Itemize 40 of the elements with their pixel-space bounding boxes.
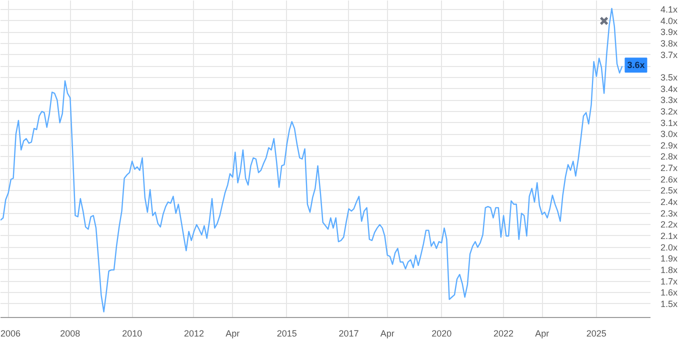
line-series xyxy=(0,8,623,312)
x-tick-label: Apr xyxy=(226,328,240,338)
y-tick-label: 3.1x xyxy=(660,118,678,128)
y-tick-label: 3.8x xyxy=(660,38,678,49)
y-tick-label: 3.3x xyxy=(660,95,678,106)
y-tick-label: 2.1x xyxy=(660,230,678,241)
y-tick-label: 2.3x xyxy=(660,208,678,218)
y-tick-label: 2.6x xyxy=(660,174,678,184)
y-tick-label: 2.5x xyxy=(660,186,678,196)
y-tick-label: 2.7x xyxy=(660,163,678,174)
y-tick-label: 4.1x xyxy=(660,4,678,15)
y-tick-label: 3.7x xyxy=(660,50,678,60)
y-tick-label: 1.6x xyxy=(660,288,678,298)
y-tick-label: 3.4x xyxy=(660,84,678,94)
x-tick-label: 2017 xyxy=(338,328,359,338)
annotation: 3.6x xyxy=(627,60,645,70)
y-tick-label: 3.5x xyxy=(660,72,678,82)
x-tick-label: 2020 xyxy=(432,328,452,338)
x-tick-label: 2012 xyxy=(184,328,204,338)
y-tick-label: 2.2x xyxy=(660,220,678,230)
x-tick-label: Apr xyxy=(535,328,550,338)
x-tick-label: 2025 xyxy=(586,328,606,338)
x-tick-label: 2015 xyxy=(276,328,297,338)
y-tick-label: 1.5x xyxy=(660,298,678,309)
y-tick-label: 4.0x xyxy=(660,16,678,26)
y-tick-label: 1.9x xyxy=(660,254,678,264)
y-tick-label: 2.4x xyxy=(660,197,678,208)
x-tick-label: 2006 xyxy=(0,328,21,338)
y-tick-label: 2.0x xyxy=(660,242,678,252)
y-tick-label: 1.7x xyxy=(660,276,678,286)
y-tick-label: 3.2x xyxy=(660,106,678,116)
y-tick-label: 2.8x xyxy=(660,152,678,162)
y-tick-label: 2.9x xyxy=(660,140,678,150)
x-tick-label: 2008 xyxy=(60,328,80,338)
y-tick-label: 1.8x xyxy=(660,264,678,275)
x-tick-label: Apr xyxy=(380,328,394,338)
y-tick-label: 3.0x xyxy=(660,129,678,140)
y-tick-label: 3.9x xyxy=(660,27,678,38)
x-tick-label: 2010 xyxy=(122,328,142,338)
x-tick-label: 2022 xyxy=(494,328,514,338)
